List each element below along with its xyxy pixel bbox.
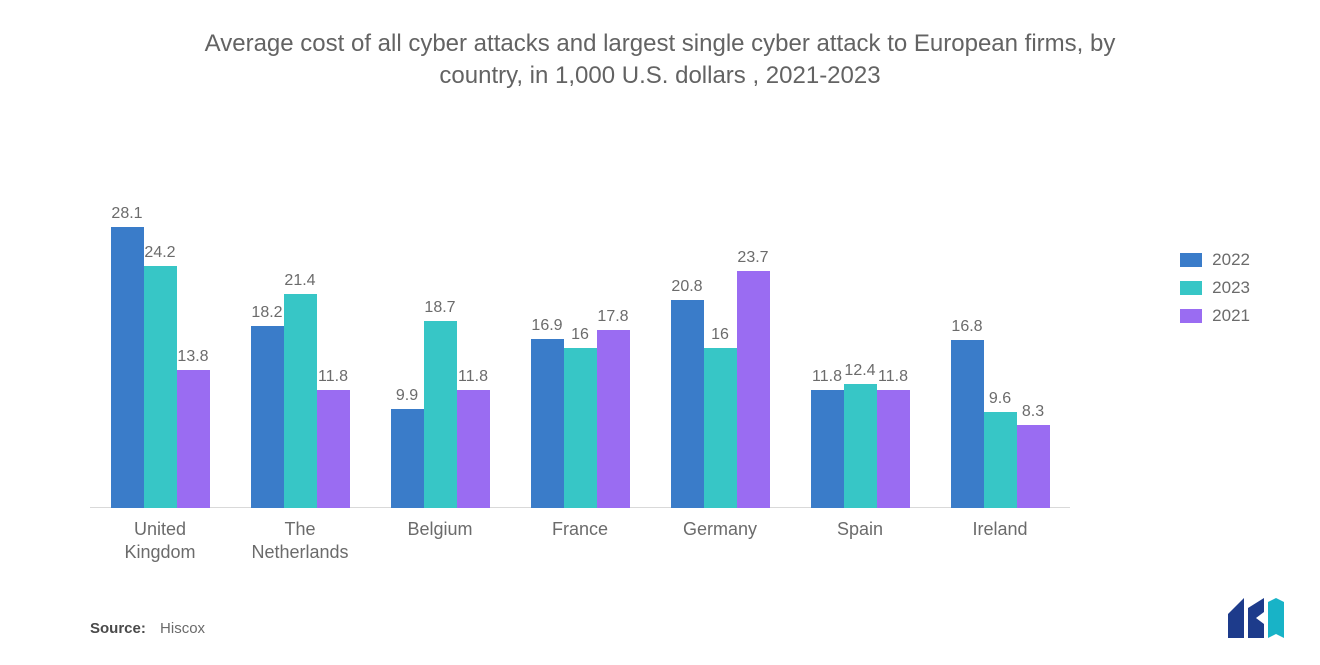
data-label: 18.7: [424, 299, 455, 317]
bar-group: 9.918.711.8Belgium: [370, 208, 510, 508]
bar: 16: [564, 348, 597, 508]
bar: 11.8: [877, 390, 910, 508]
data-label: 20.8: [671, 278, 702, 296]
bar: 23.7: [737, 271, 770, 508]
data-label: 11.8: [318, 368, 348, 386]
bar: 16.9: [531, 339, 564, 508]
legend-swatch: [1180, 253, 1202, 267]
bar: 18.2: [251, 326, 284, 508]
bar: 16.8: [951, 340, 984, 508]
data-label: 9.9: [396, 387, 418, 405]
data-label: 18.2: [251, 304, 282, 322]
data-label: 16.8: [951, 318, 982, 336]
bar: 12.4: [844, 384, 877, 508]
data-label: 24.2: [144, 244, 175, 262]
plot-area: 28.124.213.8UnitedKingdom18.221.411.8The…: [90, 208, 1070, 508]
legend: 2022 2023 2021: [1180, 250, 1250, 326]
data-label: 21.4: [284, 272, 315, 290]
legend-swatch: [1180, 309, 1202, 323]
data-label: 11.8: [458, 368, 488, 386]
bar: 11.8: [457, 390, 490, 508]
legend-item: 2022: [1180, 250, 1250, 270]
brand-logo-icon: [1228, 598, 1294, 643]
bar: 17.8: [597, 330, 630, 508]
bar: 16: [704, 348, 737, 508]
bar: 13.8: [177, 370, 210, 508]
data-label: 8.3: [1022, 403, 1044, 421]
source-name: Hiscox: [160, 620, 205, 637]
data-label: 28.1: [111, 205, 142, 223]
data-label: 9.6: [989, 390, 1011, 408]
bar-group: 20.81623.7Germany: [650, 208, 790, 508]
category-label: France: [552, 508, 608, 541]
bar: 21.4: [284, 294, 317, 508]
category-label: TheNetherlands: [251, 508, 348, 563]
data-label: 11.8: [878, 368, 908, 386]
category-label: Spain: [837, 508, 883, 541]
bar-group: 16.91617.8France: [510, 208, 650, 508]
legend-item: 2021: [1180, 306, 1250, 326]
legend-swatch: [1180, 281, 1202, 295]
data-label: 16: [711, 326, 729, 344]
source-attribution: Source: Hiscox: [90, 620, 205, 637]
bar: 11.8: [317, 390, 350, 508]
bar: 18.7: [424, 321, 457, 508]
bar: 24.2: [144, 266, 177, 508]
bar: 28.1: [111, 227, 144, 508]
chart-container: Average cost of all cyber attacks and la…: [0, 0, 1320, 665]
source-label: Source:: [90, 620, 146, 637]
bar: 9.6: [984, 412, 1017, 508]
bar: 11.8: [811, 390, 844, 508]
data-label: 17.8: [597, 308, 628, 326]
legend-item: 2023: [1180, 278, 1250, 298]
bar-group: 11.812.411.8Spain: [790, 208, 930, 508]
chart-title: Average cost of all cyber attacks and la…: [160, 28, 1160, 93]
data-label: 16.9: [531, 317, 562, 335]
bar: 8.3: [1017, 425, 1050, 508]
legend-label: 2022: [1212, 250, 1250, 270]
data-label: 11.8: [812, 368, 842, 386]
data-label: 16: [571, 326, 589, 344]
data-label: 12.4: [844, 362, 875, 380]
bar: 9.9: [391, 409, 424, 508]
category-label: Ireland: [972, 508, 1027, 541]
legend-label: 2021: [1212, 306, 1250, 326]
legend-label: 2023: [1212, 278, 1250, 298]
data-label: 23.7: [737, 249, 768, 267]
data-label: 13.8: [177, 348, 208, 366]
category-label: Belgium: [407, 508, 472, 541]
bar-group: 16.89.68.3Ireland: [930, 208, 1070, 508]
bar: 20.8: [671, 300, 704, 508]
bar-group: 18.221.411.8TheNetherlands: [230, 208, 370, 508]
category-label: UnitedKingdom: [124, 508, 195, 563]
category-label: Germany: [683, 508, 757, 541]
bar-group: 28.124.213.8UnitedKingdom: [90, 208, 230, 508]
